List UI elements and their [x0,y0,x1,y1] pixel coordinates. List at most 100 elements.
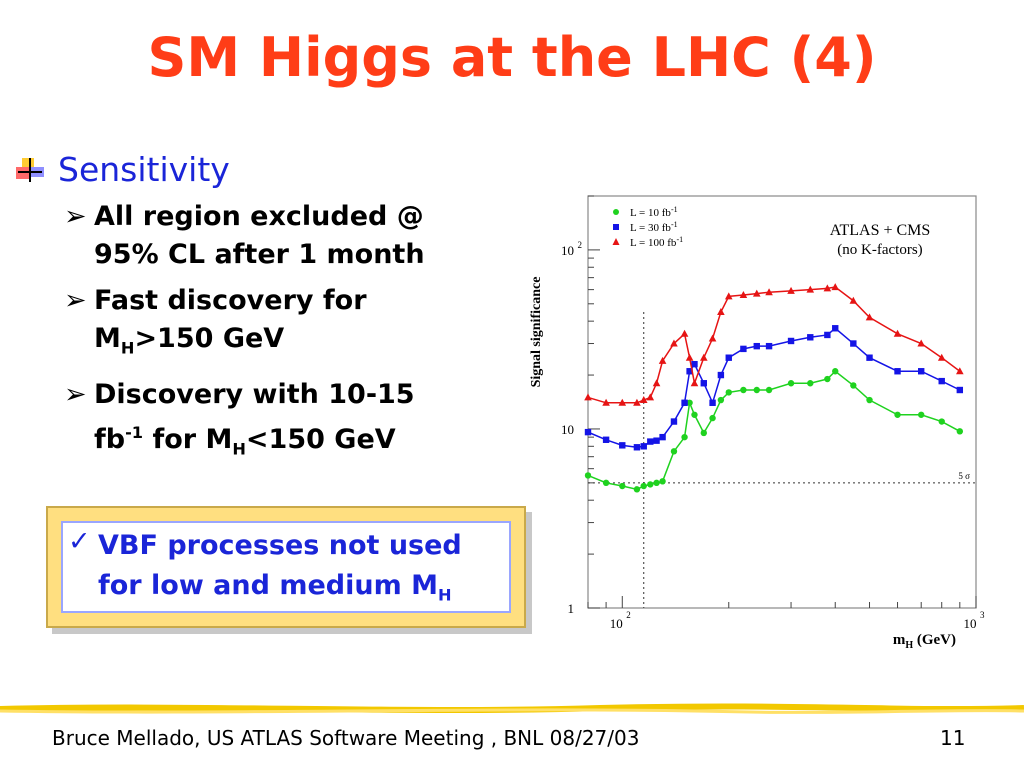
data-point [765,342,773,350]
data-point [918,368,925,375]
data-point [765,386,773,394]
data-point [956,367,964,375]
data-point [765,288,773,296]
data-point [619,442,626,449]
legend-label: L = 100 fb-1 [630,235,683,249]
data-point [894,368,901,375]
data-point [647,481,654,488]
data-point [602,436,610,443]
arrow-bullet-icon: ➢ [64,285,87,316]
data-point [699,353,708,361]
data-point [633,444,641,451]
data-point [806,285,815,293]
data-point [824,331,831,339]
data-point [640,443,647,450]
data-point [739,290,748,298]
checkmark-icon: ✓ [68,526,91,557]
data-point [681,399,688,406]
data-point [893,329,902,337]
data-point [787,380,795,387]
legend-label: L = 30 fb-1 [630,220,678,234]
x-tick-label-exp: 3 [980,610,985,620]
data-point [740,345,747,353]
data-point [850,340,857,347]
data-point [752,289,761,297]
data-point [670,339,678,347]
data-point [832,325,839,332]
data-point [700,429,707,437]
bullet-fast-discovery: ➢ Fast discovery for MH>150 GeV [64,282,367,367]
data-point [652,379,661,387]
data-point [725,354,732,361]
data-point [584,393,592,401]
y-axis-label: Signal significance [529,277,544,388]
heading-sensitivity: Sensitivity [14,150,230,189]
five-sigma-label: 5 σ [958,471,970,481]
data-point [725,389,732,396]
data-point [618,398,627,406]
data-point [717,396,725,404]
data-point [680,329,689,337]
annotation-title: ATLAS + CMS [830,222,931,239]
heading-label: Sensitivity [58,150,230,189]
data-point [691,411,698,418]
data-point [937,353,946,361]
plot-frame [587,195,977,609]
slide-title: SM Higgs at the LHC (4) [147,26,877,89]
data-point [686,399,693,406]
data-point [717,371,725,379]
data-point [584,428,592,436]
data-point [918,411,925,418]
data-point [584,472,592,479]
data-point [832,368,839,375]
arrow-bullet-icon: ➢ [64,201,87,232]
vbf-callout-box: ✓ VBF processes not used for low and med… [46,506,526,628]
data-point [700,380,707,387]
legend-marker [613,224,619,230]
data-point [866,354,873,361]
data-point [724,292,733,300]
data-point [685,353,694,361]
data-point [602,479,610,487]
data-point [670,448,678,455]
data-point [690,379,699,387]
footer-divider [0,703,1024,714]
data-point [686,368,693,375]
data-point [653,479,660,487]
data-point [709,399,716,406]
data-point [659,433,666,441]
y-tick-label: 10 [561,422,574,437]
data-point [639,396,648,404]
data-point [956,386,964,394]
data-point [823,284,832,292]
data-point [646,393,655,401]
x-tick-label-exp: 2 [626,610,631,620]
data-point [681,433,688,441]
data-point [640,482,647,490]
data-point [633,398,641,406]
annotation-sub: (no K-factors) [837,242,922,258]
data-point [619,482,626,490]
bullet-excluded: ➢ All region excluded @ 95% CL after 1 m… [64,198,425,274]
callout-line2: for low and medium MH [98,570,452,605]
page-number: 11 [940,726,966,750]
y-tick-label: 10 [561,243,574,258]
data-point [633,486,641,493]
data-point [807,380,814,387]
data-point [691,360,698,368]
data-point [831,283,840,291]
y-tick-label-exp: 2 [578,240,583,250]
data-point [938,377,945,385]
data-point [850,382,857,389]
legend-marker [612,238,620,245]
data-point [849,296,858,304]
data-point [647,438,654,445]
data-point [865,313,874,321]
data-point [917,339,926,347]
arrow-bullet-icon: ➢ [64,379,87,410]
y-tick-label: 1 [568,601,575,616]
data-point [787,286,795,294]
data-point [653,437,660,444]
data-point [753,342,760,350]
